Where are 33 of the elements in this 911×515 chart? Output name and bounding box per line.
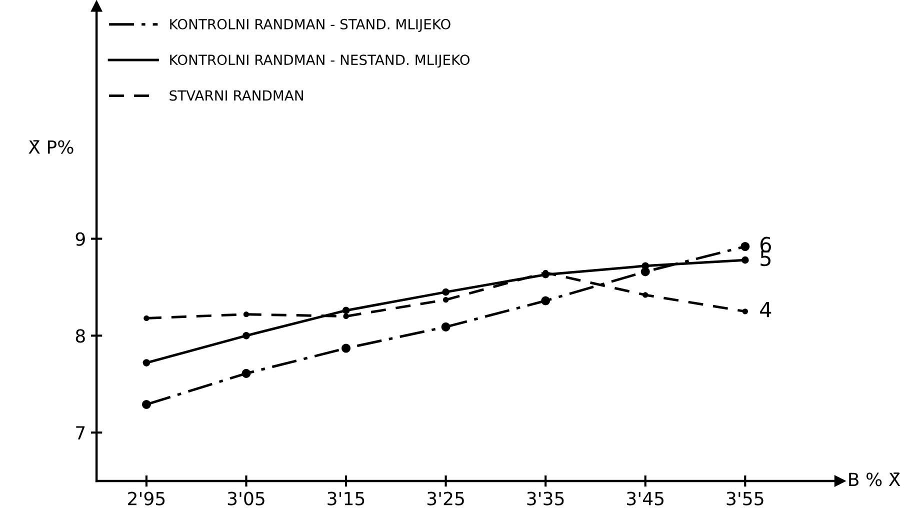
x-tick-label: 3'15: [328, 492, 364, 506]
point: [144, 315, 150, 322]
point: [342, 306, 350, 314]
point: [242, 368, 251, 378]
legend-label: STVARNI RANDMAN: [170, 90, 303, 101]
point: [343, 313, 349, 320]
x-tick-label: 3'55: [726, 492, 764, 506]
point: [741, 256, 749, 264]
x-tick-label: 3'45: [627, 492, 664, 506]
x-tick-label: 3'05: [228, 492, 264, 506]
point: [742, 308, 748, 314]
point: [541, 296, 550, 306]
annotation: 4: [760, 302, 772, 318]
point: [442, 296, 449, 303]
x-tick-label: 3'25: [427, 492, 464, 506]
point: [441, 322, 450, 332]
point: [242, 332, 250, 340]
point: [142, 359, 150, 366]
x-tick-label: 2'95: [128, 492, 165, 506]
point: [642, 292, 648, 298]
y-tick-label: 7: [76, 426, 85, 440]
x-axis-title: B % X̄: [849, 472, 900, 486]
point: [342, 344, 351, 353]
legend-label: KONTROLNI RANDMAN - NESTAND. MLIJEKO: [170, 54, 470, 68]
x-tick-label: 3'35: [527, 492, 564, 506]
point: [442, 288, 450, 296]
y-axis-title: X̄ P%: [28, 140, 74, 154]
point: [142, 400, 151, 409]
point: [740, 242, 750, 252]
legend-label: KONTROLNI RANDMAN - STAND. MLIJEKO: [170, 18, 450, 32]
point: [243, 311, 250, 318]
y-tick-label: 8: [76, 329, 85, 343]
y-tick-label: 9: [76, 232, 85, 246]
